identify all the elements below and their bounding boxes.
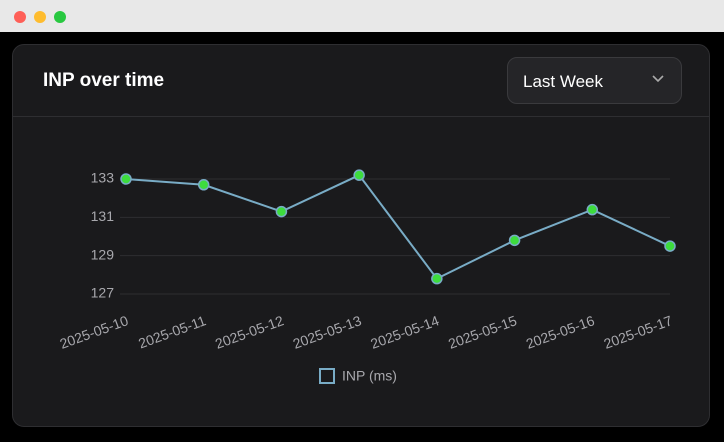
point — [353, 169, 365, 181]
point — [197, 179, 210, 191]
dropdown-label: Last Week — [523, 72, 604, 91]
chart-card: INP over time Last Week — [12, 44, 710, 427]
range-dropdown[interactable]: Last Week — [507, 57, 682, 104]
line — [125, 173, 671, 280]
y-tick-label: 133 — [91, 170, 115, 186]
close-button[interactable] — [14, 11, 26, 23]
legend-swatch — [319, 368, 335, 384]
chevron — [652, 75, 664, 83]
y-tick-label: 127 — [91, 285, 115, 301]
point — [275, 205, 288, 218]
point — [586, 203, 599, 216]
x-tick-label: 2025-05-10 — [58, 312, 131, 352]
legend-label: INP (ms) — [342, 368, 397, 384]
chart-title: INP over time — [43, 70, 165, 91]
point — [508, 234, 521, 247]
x-tick-label: 2025-05-12 — [213, 312, 286, 352]
point — [120, 173, 132, 185]
y-tick-label: 129 — [91, 246, 115, 262]
x-tick-label: 2025-05-15 — [446, 312, 519, 352]
window-titlebar — [0, 0, 724, 32]
x-tick-label: 2025-05-16 — [524, 312, 597, 352]
x-tick-label: 2025-05-11 — [136, 312, 208, 351]
x-tick-label: 2025-05-17 — [602, 312, 675, 352]
maximize-button[interactable] — [54, 11, 66, 23]
divider — [13, 116, 709, 117]
point — [431, 272, 443, 285]
y-tick-label: 131 — [91, 208, 115, 224]
point — [664, 240, 676, 252]
x-tick-label: 2025-05-13 — [291, 312, 364, 352]
x-tick-label: 2025-05-14 — [368, 312, 441, 352]
minimize-button[interactable] — [34, 11, 46, 23]
